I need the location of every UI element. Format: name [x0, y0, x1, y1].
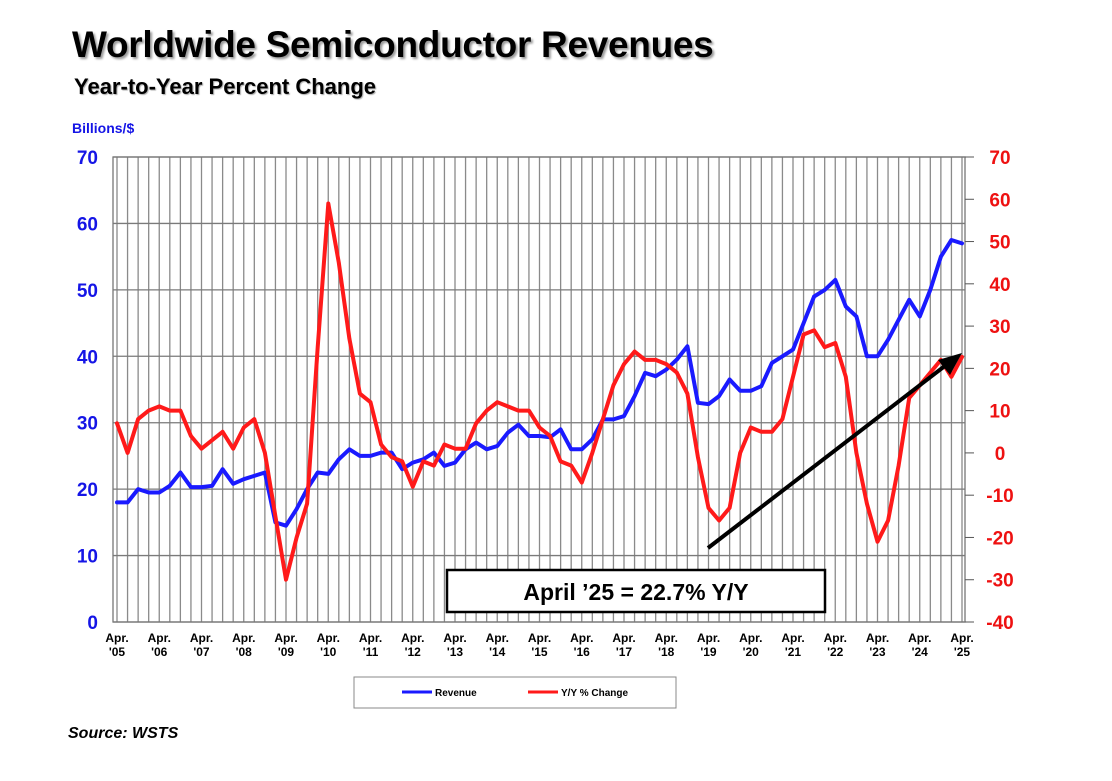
- x-axis-tick-label: Apr.: [824, 631, 847, 645]
- right-axis-tick-label: -40: [986, 613, 1013, 634]
- x-axis-tick-label: Apr.: [866, 631, 889, 645]
- x-axis-tick-label: Apr.: [274, 631, 297, 645]
- right-axis-tick-label: 60: [989, 190, 1010, 211]
- x-axis-tick-label: Apr.: [528, 631, 551, 645]
- source-note: Source: WSTS: [68, 725, 179, 742]
- x-axis-tick-label: '24: [912, 645, 929, 659]
- x-axis-tick-label: '14: [489, 645, 506, 659]
- x-axis-tick-label: '08: [236, 645, 253, 659]
- annotation-box: [445, 568, 827, 614]
- left-axis-tick-label: 70: [77, 148, 98, 169]
- x-axis-tick-label: '12: [405, 645, 422, 659]
- chart-title: Worldwide Semiconductor Revenues: [72, 24, 714, 65]
- x-axis-tick-label: Apr.: [359, 631, 382, 645]
- x-axis-tick-label: '17: [616, 645, 633, 659]
- x-axis-tick-label: Apr.: [486, 631, 509, 645]
- x-axis-tick-label: Apr.: [232, 631, 255, 645]
- x-axis-tick-label: Apr.: [781, 631, 804, 645]
- left-axis-label: Billions/$: [72, 120, 135, 136]
- x-axis-tick-label: Apr.: [908, 631, 931, 645]
- x-axis-tick-label: '22: [827, 645, 844, 659]
- x-axis-tick-label: Apr.: [697, 631, 720, 645]
- arrow-head-icon: [938, 353, 962, 375]
- x-axis-tick-label: Apr.: [950, 631, 973, 645]
- x-axis-tick-label: '10: [320, 645, 337, 659]
- left-axis-tick-label: 30: [77, 414, 98, 435]
- plot-area-border: [112, 156, 966, 623]
- trend-arrow: [706, 360, 952, 550]
- legend-yoy-label: Y/Y % Change: [561, 688, 628, 699]
- left-axis-tick-label: 20: [77, 480, 98, 501]
- x-axis-tick-label: '06: [151, 645, 168, 659]
- left-axis-tick-label: 40: [77, 347, 98, 368]
- right-axis-tick-label: -20: [986, 528, 1013, 549]
- x-axis-tick-label: '23: [869, 645, 886, 659]
- x-axis-tick-label: '18: [658, 645, 675, 659]
- x-axis-tick-label: '19: [700, 645, 717, 659]
- x-axis-tick-label: Apr.: [443, 631, 466, 645]
- x-axis-tick-label: '09: [278, 645, 295, 659]
- x-axis-tick-label: '25: [954, 645, 971, 659]
- left-axis-tick-label: 10: [77, 547, 98, 568]
- x-axis-tick-label: Apr.: [190, 631, 213, 645]
- x-axis-tick-label: '05: [109, 645, 126, 659]
- right-axis-tick-label: 40: [989, 275, 1010, 296]
- right-axis-tick-label: -30: [986, 571, 1013, 592]
- right-axis-tick-label: 10: [989, 402, 1010, 423]
- right-axis-tick-label: 70: [989, 148, 1010, 169]
- x-axis-tick-label: '20: [743, 645, 760, 659]
- x-axis-tick-label: Apr.: [401, 631, 424, 645]
- x-axis-tick-label: '11: [363, 645, 379, 659]
- annotation-text: April ’25 = 22.7% Y/Y: [523, 579, 748, 605]
- left-axis-tick-label: 50: [77, 281, 98, 302]
- x-axis-tick-label: Apr.: [148, 631, 171, 645]
- x-axis-tick-label: '15: [531, 645, 548, 659]
- right-axis-tick-label: 30: [989, 317, 1010, 338]
- x-axis-tick-label: Apr.: [655, 631, 678, 645]
- x-axis-tick-label: Apr.: [105, 631, 128, 645]
- left-axis-tick-label: 60: [77, 214, 98, 235]
- x-axis-tick-label: '16: [574, 645, 591, 659]
- x-axis-tick-label: Apr.: [570, 631, 593, 645]
- legend-revenue-label: Revenue: [435, 688, 477, 699]
- right-axis-tick-label: 0: [995, 444, 1006, 465]
- left-axis-tick-label: 0: [87, 613, 98, 634]
- chart-subtitle: Year-to-Year Percent Change: [74, 74, 377, 99]
- x-axis-tick-label: Apr.: [612, 631, 635, 645]
- right-axis-tick-label: -10: [986, 486, 1013, 507]
- x-axis-tick-label: '13: [447, 645, 464, 659]
- right-axis-tick-label: 20: [989, 359, 1010, 380]
- x-axis-tick-label: '07: [193, 645, 210, 659]
- x-axis-tick-label: Apr.: [317, 631, 340, 645]
- x-axis-tick-label: Apr.: [739, 631, 762, 645]
- right-axis-tick-label: 50: [989, 233, 1010, 254]
- x-axis-tick-label: '21: [785, 645, 802, 659]
